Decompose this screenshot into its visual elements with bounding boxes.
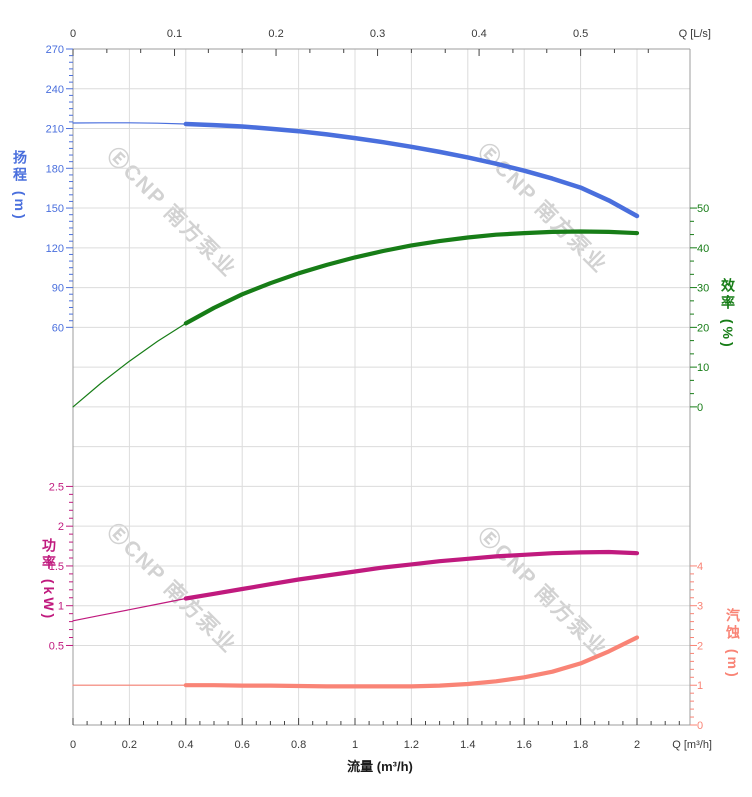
head-axis-tick-label: 120 — [46, 243, 64, 255]
power-axis-title: 功率 (kW) — [41, 538, 57, 622]
top-axis-tick-label: 0.5 — [573, 28, 588, 40]
efficiency-axis-tick-label: 20 — [697, 322, 709, 334]
flow-axis-title: 流量 (m³/h) — [347, 759, 413, 774]
top-axis-tick-label: 0.1 — [167, 28, 182, 40]
head-axis-tick-label: 240 — [46, 84, 64, 96]
head-axis-tick-label: 270 — [46, 44, 64, 56]
bottom-axis-tick-label: 1.6 — [517, 739, 532, 751]
efficiency-axis-tick-label: 40 — [697, 243, 709, 255]
head-axis-tick-label: 90 — [52, 283, 64, 295]
bottom-axis-unit-label: Q [m³/h] — [672, 739, 712, 751]
efficiency-axis-tick-label: 50 — [697, 203, 709, 215]
bottom-axis-tick-label: 0.6 — [235, 739, 250, 751]
npsh-axis-tick-label: 2 — [697, 640, 703, 652]
bottom-axis-tick-label: 1.8 — [573, 739, 588, 751]
power-curve — [72, 597, 187, 622]
power-axis-tick-label: 2.5 — [49, 481, 64, 493]
top-axis-tick-label: 0.4 — [471, 28, 486, 40]
head-axis-tick-label: 210 — [46, 124, 64, 136]
npsh-axis-tick-label: 0 — [697, 720, 703, 732]
bottom-axis-tick-label: 0 — [70, 739, 76, 751]
top-axis-unit-label: Q [L/s] — [679, 28, 711, 40]
bottom-axis-tick-label: 0.4 — [178, 739, 193, 751]
npsh-axis-tick-label: 3 — [697, 601, 703, 613]
bottom-axis-tick-label: 0.2 — [122, 739, 137, 751]
power-axis-tick-label: 0.5 — [49, 640, 64, 652]
power-axis-tick-label: 1 — [58, 601, 64, 613]
head-curve — [183, 121, 640, 219]
top-axis-tick-label: 0 — [70, 28, 76, 40]
power-curve — [183, 549, 640, 601]
efficiency-axis-tick-label: 0 — [697, 402, 703, 414]
npsh-axis-tick-label: 1 — [697, 680, 703, 692]
npsh-curve — [183, 635, 640, 689]
top-axis-tick-label: 0.3 — [370, 28, 385, 40]
efficiency-axis-tick-label: 10 — [697, 362, 709, 374]
head-axis-tick-label: 180 — [46, 163, 64, 175]
efficiency-axis-title: 效率 (%) — [720, 278, 736, 350]
bottom-axis-tick-label: 1.2 — [404, 739, 419, 751]
bottom-axis-tick-label: 0.8 — [291, 739, 306, 751]
efficiency-axis-tick-label: 30 — [697, 283, 709, 295]
power-axis-tick-label: 1.5 — [49, 561, 64, 573]
bottom-axis-tick-label: 2 — [634, 739, 640, 751]
top-axis-tick-label: 0.2 — [268, 28, 283, 40]
npsh-axis-title: 汽蚀 (m) — [725, 608, 741, 680]
efficiency-curve — [72, 322, 187, 408]
head-axis-title: 扬程 (m) — [12, 150, 28, 222]
bottom-axis-tick-label: 1.4 — [460, 739, 475, 751]
bottom-axis-tick-label: 1 — [352, 739, 358, 751]
efficiency-curve — [183, 229, 640, 326]
head-axis-tick-label: 60 — [52, 322, 64, 334]
npsh-axis-tick-label: 4 — [697, 561, 703, 573]
head-curve — [72, 122, 187, 125]
head-axis-tick-label: 150 — [46, 203, 64, 215]
power-axis-tick-label: 2 — [58, 521, 64, 533]
